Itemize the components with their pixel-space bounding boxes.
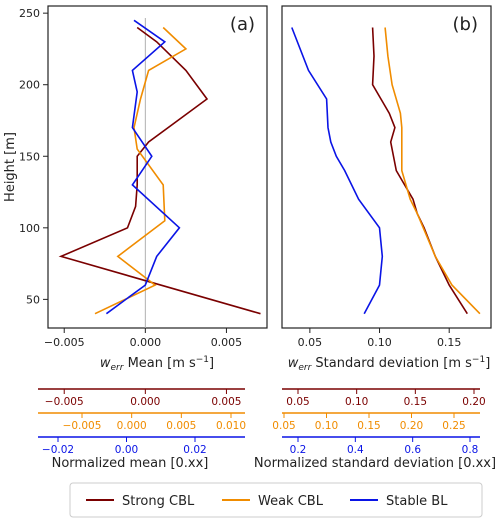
panel-b-standard-deviation: 0.05 0.10 0.15 (b) werr Standard deviation…: [281, 5, 492, 373]
normalized-mean-tick-label: −0.005: [63, 420, 102, 432]
normalized-sd-tick-label: 0.25: [442, 420, 465, 432]
panel-b-x-tick-label: 0.05: [298, 336, 323, 349]
panel-a-x-axis-label: werr Mean [m s−1]: [100, 355, 214, 373]
panel-a-x-ticks: −0.005 0.000 0.005: [44, 328, 242, 349]
panel-a-frame: [47, 5, 268, 329]
panel-b-x-axis-label: werr Standard deviation [m s−1]: [288, 355, 491, 373]
panel-b-x-ticks: 0.05 0.10 0.15: [298, 328, 462, 349]
panel-a-y-tick-label: 100: [19, 222, 40, 235]
normalized-mean-tick-label: 0.005: [211, 396, 241, 408]
normalized-sd-tick-label: 0.10: [315, 420, 338, 432]
normalized-mean-axes: −0.005 0.000 0.005 −0.005 0.000 0.005 0.010 −0.…: [38, 388, 246, 456]
panel-a-x-tick-label: 0.005: [211, 336, 243, 349]
panel-a-series: [58, 19, 261, 315]
normalized-mean-tick-label: −0.02: [42, 444, 74, 456]
normalized-sd-tick-label: 0.4: [347, 444, 364, 456]
normalized-mean-tick-label: 0.02: [183, 444, 206, 456]
panel-a-y-tick-label: 200: [19, 79, 40, 92]
normalized-sd-axes: 0.05 0.10 0.15 0.20 0.05 0.10 0.15 0.20 0.25 0.2 0…: [272, 388, 486, 456]
normalized-sd-tick-label: 0.8: [462, 444, 479, 456]
normalized-sd-tick-label: 0.10: [345, 396, 368, 408]
panel-b-x-tick-label: 0.15: [437, 336, 462, 349]
panel-a-y-tick-label: 250: [19, 7, 40, 20]
panel-b-series-strong-cbl: [371, 27, 468, 315]
panel-a-mean: −0.005 0.000 0.005 50 100 150 200 250 (a) Heig…: [3, 5, 268, 373]
panel-b-series-weak-cbl: [384, 27, 481, 315]
panel-b-label: (b): [453, 14, 478, 35]
panel-a-label: (a): [230, 14, 255, 35]
normalized-mean-tick-label: 0.005: [166, 420, 196, 432]
panel-a-x-tick-label: 0.000: [130, 336, 162, 349]
normalized-sd-tick-label: 0.2: [290, 444, 307, 456]
normalized-mean-label: Normalized mean [0.xx]: [52, 456, 209, 471]
panel-a-x-tick-label: −0.005: [44, 336, 85, 349]
panel-a-y-ticks: 50 100 150 200 250: [19, 7, 48, 306]
normalized-sd-tick-label: 0.20: [400, 420, 423, 432]
normalized-sd-tick-label: 0.6: [404, 444, 421, 456]
normalized-sd-label: Normalized standard deviation [0.xx]: [254, 456, 496, 471]
legend-label: Strong CBL: [122, 494, 195, 509]
panel-b-frame: [281, 5, 492, 329]
panel-a-series-strong-cbl: [58, 26, 261, 315]
normalized-sd-tick-label: 0.15: [404, 396, 427, 408]
normalized-sd-tick-label: 0.20: [462, 396, 485, 408]
legend-label: Weak CBL: [258, 494, 324, 509]
y-axis-label: Height [m]: [3, 132, 18, 202]
normalized-sd-tick-label: 0.05: [272, 420, 295, 432]
normalized-sd-tick-label: 0.05: [286, 396, 309, 408]
panel-b-series: [291, 27, 481, 315]
normalized-mean-tick-label: 0.000: [130, 396, 160, 408]
panel-a-series-stable-bl: [105, 19, 181, 315]
normalized-mean-tick-label: −0.005: [45, 396, 84, 408]
legend-label: Stable BL: [386, 494, 448, 509]
panel-a-series-weak-cbl: [94, 26, 188, 315]
normalized-mean-tick-label: 0.00: [115, 444, 138, 456]
legend-frame: [69, 482, 483, 518]
panel-a-y-tick-label: 50: [26, 293, 40, 306]
legend: Strong CBL Weak CBL Stable BL: [69, 482, 483, 518]
panel-a-y-tick-label: 150: [19, 150, 40, 163]
normalized-mean-tick-label: 0.000: [117, 420, 147, 432]
panel-b-x-tick-label: 0.10: [367, 336, 392, 349]
normalized-mean-tick-label: 0.010: [216, 420, 246, 432]
panel-b-series-stable-bl: [291, 27, 384, 315]
normalized-sd-tick-label: 0.15: [357, 420, 380, 432]
